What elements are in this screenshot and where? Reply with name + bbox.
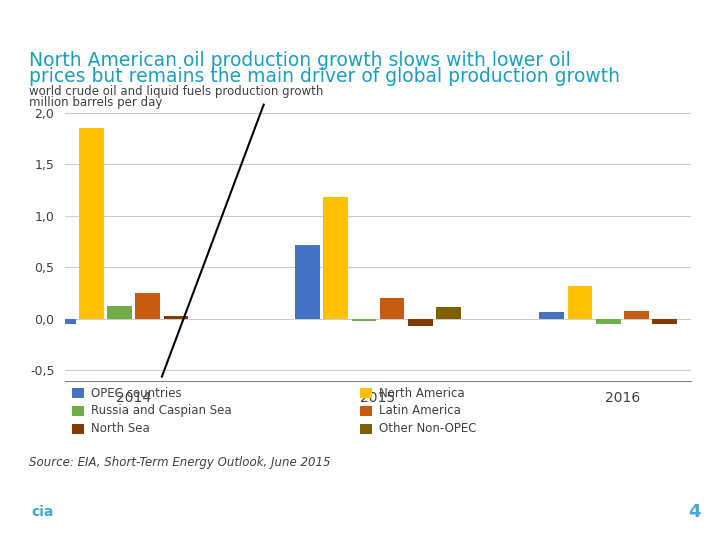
Bar (567, 286, 593, 319)
Text: June 2015: June 2015 (97, 518, 153, 528)
Text: cia: cia (31, 505, 54, 518)
Text: North Sea: North Sea (91, 422, 150, 435)
Bar (624, 310, 649, 319)
Bar (163, 316, 189, 319)
Text: OPEC countries: OPEC countries (91, 387, 181, 400)
Text: North American oil production growth slows with lower oil: North American oil production growth slo… (29, 51, 570, 70)
Text: 4: 4 (688, 503, 701, 521)
Bar (351, 319, 377, 321)
Bar (408, 319, 433, 326)
Text: Latin America: Latin America (379, 404, 461, 417)
Text: Lower oil prices and the energy outlook: Lower oil prices and the energy outlook (97, 497, 318, 508)
Bar (652, 319, 677, 324)
Text: prices but remains the main driver of global production growth: prices but remains the main driver of gl… (29, 68, 620, 86)
Text: Source: EIA, Short-Term Energy Outlook, June 2015: Source: EIA, Short-Term Energy Outlook, … (29, 456, 330, 469)
Text: million barrels per day: million barrels per day (29, 96, 162, 109)
FancyBboxPatch shape (9, 487, 77, 537)
Bar (539, 312, 564, 319)
Text: world crude oil and liquid fuels production growth: world crude oil and liquid fuels product… (29, 85, 323, 98)
Text: Russia and Caspian Sea: Russia and Caspian Sea (91, 404, 231, 417)
Bar (51, 319, 76, 324)
Bar (135, 293, 161, 319)
Bar (107, 306, 132, 319)
Text: Other Non-OPEC: Other Non-OPEC (379, 422, 476, 435)
Bar (323, 197, 348, 319)
Text: North America: North America (379, 387, 464, 400)
Bar (295, 245, 320, 319)
Bar (79, 129, 104, 319)
Bar (436, 307, 461, 319)
Bar (595, 319, 621, 324)
Bar (379, 298, 405, 319)
Circle shape (428, 491, 720, 532)
